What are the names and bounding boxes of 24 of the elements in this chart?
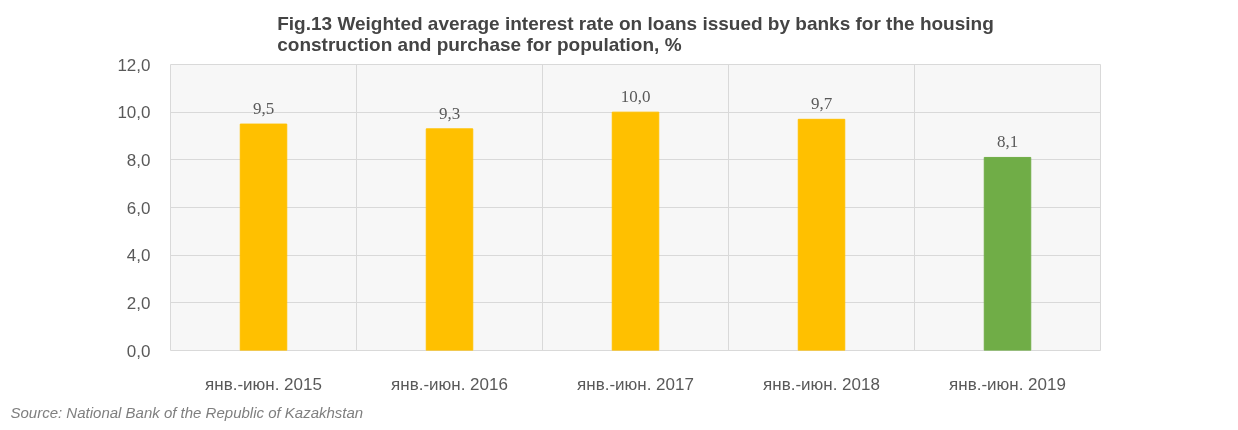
bar bbox=[425, 128, 474, 351]
x-tick-label: янв.-июн. 2017 bbox=[577, 374, 694, 394]
bar bbox=[239, 123, 288, 351]
bar bbox=[611, 111, 660, 351]
y-tick-label: 10,0 bbox=[117, 103, 151, 123]
x-tick-label: янв.-июн. 2018 bbox=[763, 374, 880, 394]
bar bbox=[797, 118, 846, 351]
y-tick-label: 0,0 bbox=[126, 341, 151, 361]
data-label: 9,5 bbox=[252, 99, 275, 119]
y-tick-label: 2,0 bbox=[126, 293, 151, 313]
data-label: 10,0 bbox=[620, 87, 651, 107]
source-note: Source: National Bank of the Republic of Kazakhstan bbox=[10, 403, 364, 421]
y-tick-label: 6,0 bbox=[126, 198, 151, 218]
x-tick-label: янв.-июн. 2015 bbox=[205, 374, 322, 394]
bar bbox=[983, 156, 1032, 351]
data-label: 8,1 bbox=[996, 132, 1019, 152]
data-label: 9,3 bbox=[438, 103, 461, 123]
y-tick-label: 4,0 bbox=[126, 246, 151, 266]
y-tick-label: 12,0 bbox=[117, 55, 151, 75]
x-tick-label: янв.-июн. 2016 bbox=[391, 374, 508, 394]
chart-title: Fig.13 Weighted average interest rate on loans issued by banks for the housing construction and purchase for population, % bbox=[277, 12, 994, 55]
y-tick-label: 8,0 bbox=[126, 150, 151, 170]
data-label: 9,7 bbox=[810, 94, 833, 114]
x-tick-label: янв.-июн. 2019 bbox=[949, 374, 1066, 394]
